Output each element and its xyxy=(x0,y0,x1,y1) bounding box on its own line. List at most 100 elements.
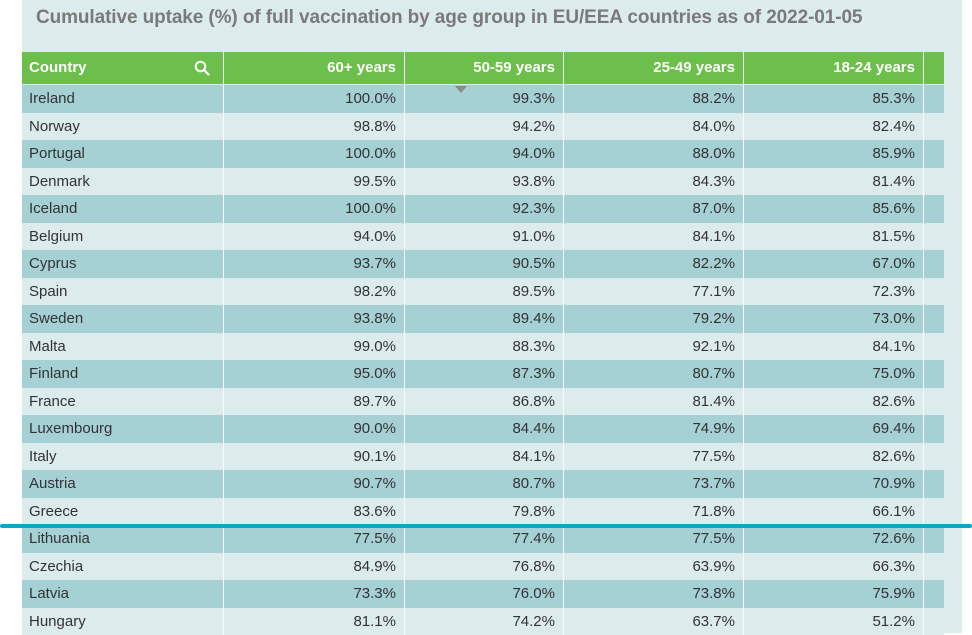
cell-50-59: 74.2% xyxy=(404,608,563,635)
cell-25-49: 77.5% xyxy=(563,443,743,471)
cell-spacer xyxy=(923,113,944,141)
cell-25-49: 74.9% xyxy=(563,415,743,443)
cell-50-59: 87.3% xyxy=(404,360,563,388)
cell-60-plus: 95.0% xyxy=(223,360,404,388)
cell-60-plus: 100.0% xyxy=(223,195,404,223)
cell-60-plus: 93.8% xyxy=(223,305,404,333)
header-18-24[interactable]: 18-24 years xyxy=(743,52,923,84)
cell-spacer xyxy=(923,195,944,223)
cell-country: Luxembourg xyxy=(22,415,223,443)
cell-18-24: 85.6% xyxy=(743,195,923,223)
header-country-label: Country xyxy=(29,59,87,76)
search-icon[interactable] xyxy=(194,60,210,76)
cell-country: Ireland xyxy=(22,85,223,113)
cell-18-24: 73.0% xyxy=(743,305,923,333)
cell-country: Latvia xyxy=(22,580,223,608)
cell-50-59: 80.7% xyxy=(404,470,563,498)
header-country[interactable]: Country xyxy=(22,52,223,84)
cell-country: Denmark xyxy=(22,168,223,196)
table-header: Country 60+ years 50-59 years 25-49 year… xyxy=(22,52,944,84)
cell-spacer xyxy=(923,443,944,471)
cell-country: Italy xyxy=(22,443,223,471)
cell-60-plus: 90.7% xyxy=(223,470,404,498)
cell-country: Finland xyxy=(22,360,223,388)
cell-spacer xyxy=(923,223,944,251)
cell-25-49: 71.8% xyxy=(563,498,743,526)
cell-spacer xyxy=(923,278,944,306)
cell-18-24: 72.3% xyxy=(743,278,923,306)
cell-spacer xyxy=(923,140,944,168)
cell-60-plus: 93.7% xyxy=(223,250,404,278)
cell-25-49: 84.1% xyxy=(563,223,743,251)
highlight-line xyxy=(0,524,972,528)
cell-18-24: 82.6% xyxy=(743,443,923,471)
cell-country: Greece xyxy=(22,498,223,526)
cell-18-24: 72.6% xyxy=(743,525,923,553)
header-60-plus[interactable]: 60+ years xyxy=(223,52,404,84)
cell-country: Belgium xyxy=(22,223,223,251)
cell-25-49: 92.1% xyxy=(563,333,743,361)
cell-18-24: 85.9% xyxy=(743,140,923,168)
cell-18-24: 81.4% xyxy=(743,168,923,196)
cell-spacer xyxy=(923,580,944,608)
sort-descending-icon[interactable] xyxy=(455,86,467,94)
cell-country: Portugal xyxy=(22,140,223,168)
header-25-49[interactable]: 25-49 years xyxy=(563,52,743,84)
cell-25-49: 63.9% xyxy=(563,553,743,581)
cell-spacer xyxy=(923,168,944,196)
cell-50-59: 79.8% xyxy=(404,498,563,526)
cell-country: Hungary xyxy=(22,608,223,635)
cell-spacer xyxy=(923,415,944,443)
cell-50-59: 92.3% xyxy=(404,195,563,223)
cell-25-49: 84.3% xyxy=(563,168,743,196)
cell-25-49: 87.0% xyxy=(563,195,743,223)
cell-spacer xyxy=(923,360,944,388)
cell-60-plus: 94.0% xyxy=(223,223,404,251)
cell-25-49: 77.5% xyxy=(563,525,743,553)
cell-spacer xyxy=(923,553,944,581)
cell-country: Sweden xyxy=(22,305,223,333)
header-50-59[interactable]: 50-59 years xyxy=(404,52,563,84)
cell-18-24: 69.4% xyxy=(743,415,923,443)
cell-50-59: 84.4% xyxy=(404,415,563,443)
cell-18-24: 70.9% xyxy=(743,470,923,498)
cell-country: Czechia xyxy=(22,553,223,581)
cell-spacer xyxy=(923,470,944,498)
cell-60-plus: 84.9% xyxy=(223,553,404,581)
chart-container: Cumulative uptake (%) of full vaccinatio… xyxy=(22,0,962,633)
cell-spacer xyxy=(923,333,944,361)
cell-spacer xyxy=(923,525,944,553)
cell-25-49: 73.7% xyxy=(563,470,743,498)
header-spacer xyxy=(923,52,944,84)
cell-18-24: 66.3% xyxy=(743,553,923,581)
cell-60-plus: 90.1% xyxy=(223,443,404,471)
cell-18-24: 84.1% xyxy=(743,333,923,361)
cell-25-49: 81.4% xyxy=(563,388,743,416)
cell-50-59: 89.5% xyxy=(404,278,563,306)
cell-spacer xyxy=(923,608,944,635)
cell-60-plus: 100.0% xyxy=(223,85,404,113)
cell-18-24: 85.3% xyxy=(743,85,923,113)
cell-25-49: 77.1% xyxy=(563,278,743,306)
cell-18-24: 75.0% xyxy=(743,360,923,388)
cell-18-24: 75.9% xyxy=(743,580,923,608)
cell-spacer xyxy=(923,250,944,278)
cell-18-24: 82.6% xyxy=(743,388,923,416)
cell-country: Iceland xyxy=(22,195,223,223)
